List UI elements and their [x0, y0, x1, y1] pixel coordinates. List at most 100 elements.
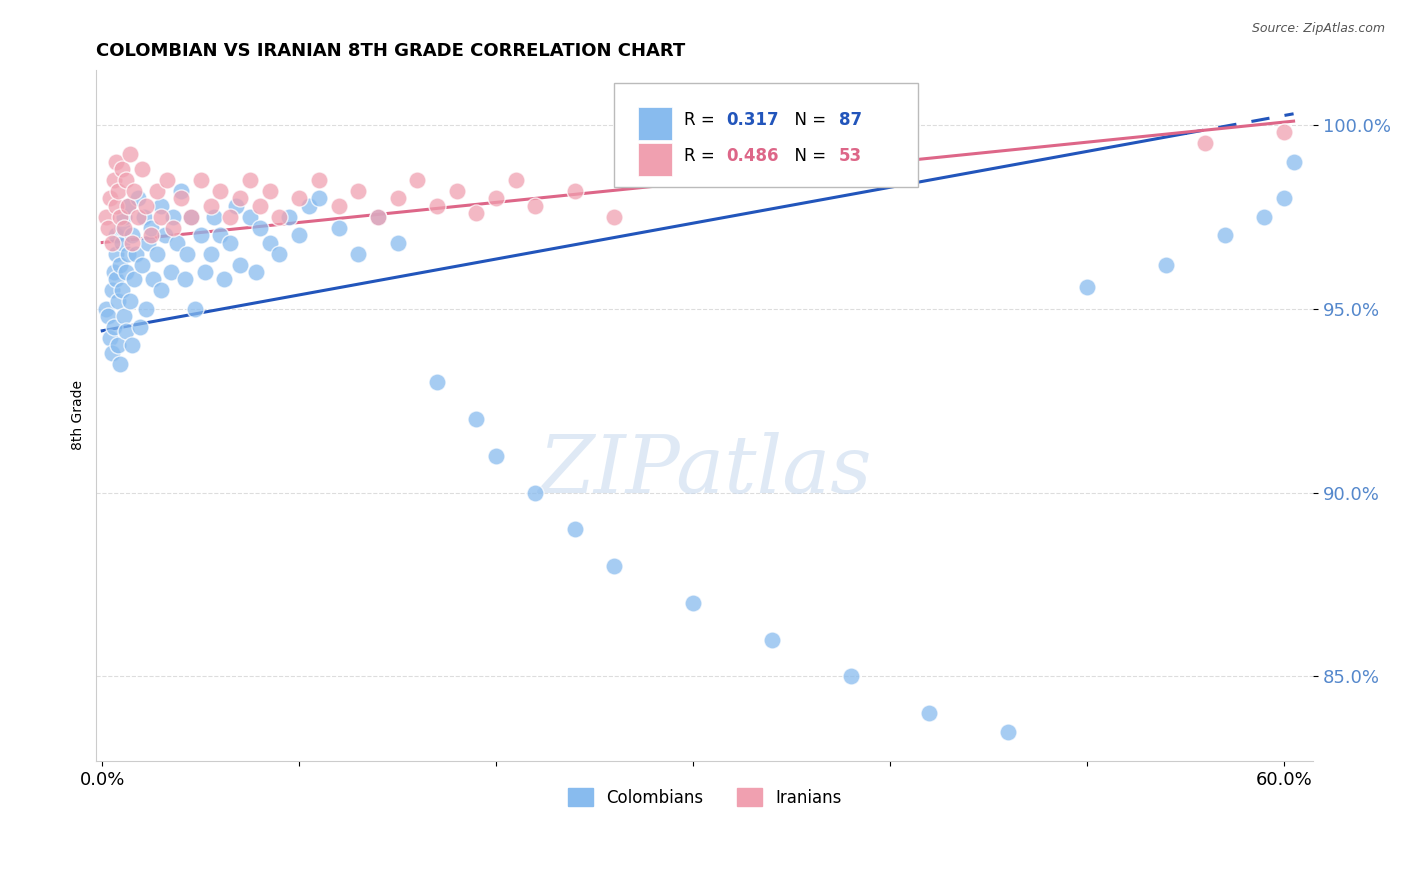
Point — [115, 324, 138, 338]
Point — [485, 191, 508, 205]
Text: 53: 53 — [838, 147, 862, 165]
Text: R =: R = — [685, 147, 720, 165]
FancyBboxPatch shape — [638, 143, 672, 177]
Point — [135, 301, 157, 316]
Point — [564, 184, 586, 198]
Point — [176, 246, 198, 260]
Point — [426, 199, 449, 213]
Point — [162, 210, 184, 224]
Point — [105, 228, 128, 243]
Point — [204, 210, 226, 224]
Point — [128, 320, 150, 334]
Point — [682, 161, 704, 176]
Point — [111, 283, 134, 297]
Point — [166, 235, 188, 250]
Point — [485, 449, 508, 463]
Point — [367, 210, 389, 224]
Point — [146, 246, 169, 260]
Text: COLOMBIAN VS IRANIAN 8TH GRADE CORRELATION CHART: COLOMBIAN VS IRANIAN 8TH GRADE CORRELATI… — [97, 42, 686, 60]
Point — [160, 265, 183, 279]
Point — [115, 173, 138, 187]
Point — [406, 173, 429, 187]
Point — [918, 706, 941, 721]
Point — [1213, 228, 1236, 243]
Point — [219, 235, 242, 250]
Point — [426, 376, 449, 390]
Point — [112, 220, 135, 235]
Point — [150, 210, 173, 224]
Point — [141, 228, 163, 243]
Point — [111, 220, 134, 235]
Text: ZIPatlas: ZIPatlas — [538, 432, 872, 509]
Point — [269, 246, 291, 260]
Point — [1272, 191, 1295, 205]
Point — [229, 258, 252, 272]
Point — [328, 220, 350, 235]
Point — [229, 191, 252, 205]
Point — [96, 301, 118, 316]
Point — [225, 199, 247, 213]
Text: N =: N = — [785, 112, 831, 129]
Point — [127, 210, 149, 224]
Point — [249, 220, 271, 235]
Text: 87: 87 — [838, 112, 862, 129]
Point — [387, 235, 409, 250]
Legend: Colombians, Iranians: Colombians, Iranians — [560, 780, 849, 815]
Point — [150, 199, 173, 213]
Point — [115, 265, 138, 279]
Point — [101, 283, 124, 297]
Point — [446, 184, 468, 198]
Point — [132, 210, 155, 224]
Point — [328, 199, 350, 213]
Point — [524, 199, 547, 213]
Point — [146, 184, 169, 198]
Point — [278, 210, 301, 224]
FancyBboxPatch shape — [613, 84, 918, 187]
Point — [505, 173, 527, 187]
Point — [239, 173, 262, 187]
Text: R =: R = — [685, 112, 720, 129]
Point — [387, 191, 409, 205]
Point — [180, 210, 202, 224]
Point — [200, 199, 222, 213]
Point — [121, 235, 143, 250]
Point — [118, 294, 141, 309]
Point — [603, 559, 626, 574]
Point — [190, 228, 212, 243]
Point — [245, 265, 267, 279]
Point — [682, 596, 704, 610]
Text: Source: ZipAtlas.com: Source: ZipAtlas.com — [1251, 22, 1385, 36]
Point — [298, 199, 321, 213]
Point — [194, 265, 217, 279]
Point — [156, 173, 179, 187]
Point — [111, 161, 134, 176]
Point — [347, 246, 370, 260]
Point — [180, 210, 202, 224]
Point — [105, 154, 128, 169]
Point — [259, 235, 281, 250]
Point — [524, 485, 547, 500]
Point — [122, 184, 145, 198]
Point — [103, 173, 125, 187]
Point — [112, 210, 135, 224]
Point — [136, 235, 159, 250]
Point — [108, 258, 131, 272]
Point — [103, 320, 125, 334]
Point — [564, 522, 586, 536]
Point — [249, 199, 271, 213]
Point — [1272, 125, 1295, 139]
Point — [190, 173, 212, 187]
Point — [97, 309, 120, 323]
Point — [107, 184, 129, 198]
Point — [107, 338, 129, 352]
Point — [170, 191, 193, 205]
Point — [141, 220, 163, 235]
Point — [219, 210, 242, 224]
Point — [997, 724, 1019, 739]
Point — [112, 309, 135, 323]
Point — [121, 338, 143, 352]
Point — [105, 246, 128, 260]
Point — [108, 357, 131, 371]
Point — [105, 199, 128, 213]
Point — [209, 184, 232, 198]
